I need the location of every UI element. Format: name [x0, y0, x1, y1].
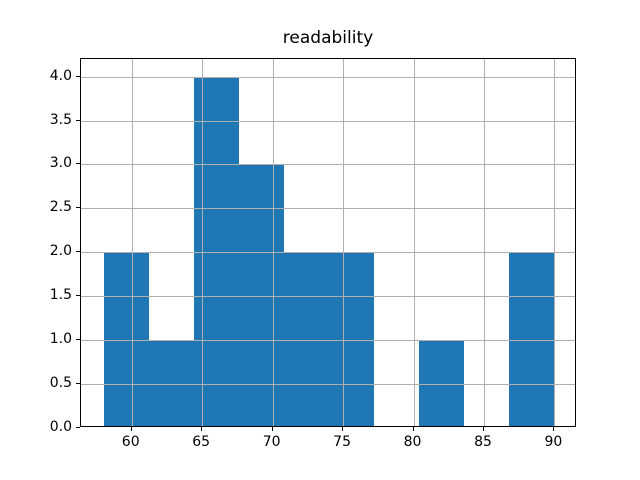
histogram-bar	[283, 252, 329, 426]
gridline-horizontal	[81, 120, 575, 122]
x-tick-label: 65	[192, 434, 211, 450]
x-tick-mark	[342, 427, 344, 431]
y-tick-mark	[76, 251, 80, 253]
x-tick-label: 60	[121, 434, 140, 450]
histogram-bar	[148, 340, 194, 426]
gridline-horizontal	[81, 252, 575, 254]
x-tick-label: 80	[403, 434, 422, 450]
y-tick-label: 1.0	[49, 331, 72, 348]
gridline-horizontal	[81, 296, 575, 298]
y-tick-label: 4.0	[49, 67, 72, 84]
gridline-horizontal	[81, 384, 575, 386]
histogram-bar	[238, 164, 284, 426]
y-tick-mark	[76, 119, 80, 121]
histogram-bar	[193, 76, 239, 426]
chart-title: readability	[282, 28, 374, 48]
gridline-vertical	[343, 59, 345, 426]
y-tick-mark	[76, 163, 80, 165]
y-tick-mark	[76, 339, 80, 341]
y-tick-label: 2.0	[49, 243, 72, 260]
gridline-vertical	[131, 59, 133, 426]
x-tick-label: 75	[333, 434, 351, 450]
gridline-vertical	[484, 59, 485, 426]
x-tick-mark	[201, 427, 203, 431]
histogram-bar	[419, 340, 465, 426]
y-tick-label: 3.5	[49, 111, 72, 128]
gridline-horizontal	[81, 76, 575, 78]
gridline-vertical	[554, 59, 556, 426]
gridline-horizontal	[81, 164, 575, 166]
x-tick-label: 70	[262, 434, 281, 450]
x-tick-mark	[130, 427, 132, 431]
y-tick-mark	[76, 295, 80, 297]
y-tick-mark	[76, 383, 80, 385]
y-tick-label: 2.5	[49, 199, 72, 216]
x-tick-label: 85	[474, 434, 492, 450]
x-tick-mark	[483, 427, 484, 431]
gridline-vertical	[413, 59, 415, 426]
y-tick-mark	[76, 427, 80, 428]
histogram-bar	[329, 252, 375, 426]
x-tick-mark	[271, 427, 273, 431]
x-tick-mark	[412, 427, 414, 431]
y-tick-mark	[76, 207, 80, 209]
gridline-vertical	[202, 59, 204, 426]
plot-area	[80, 58, 576, 427]
gridline-horizontal	[81, 340, 575, 342]
bars-layer	[81, 59, 575, 426]
x-tick-mark	[553, 427, 555, 431]
histogram-bar	[509, 252, 555, 426]
y-tick-label: 0.5	[49, 375, 72, 392]
x-tick-label: 90	[544, 434, 563, 450]
y-tick-label: 0.0	[49, 419, 72, 435]
y-tick-label: 3.0	[49, 155, 72, 172]
y-tick-mark	[76, 75, 80, 77]
gridline-vertical	[272, 59, 274, 426]
y-tick-label: 1.5	[49, 287, 72, 304]
gridline-horizontal	[81, 208, 575, 210]
grid-layer	[81, 59, 575, 426]
histogram-bar	[103, 252, 149, 426]
